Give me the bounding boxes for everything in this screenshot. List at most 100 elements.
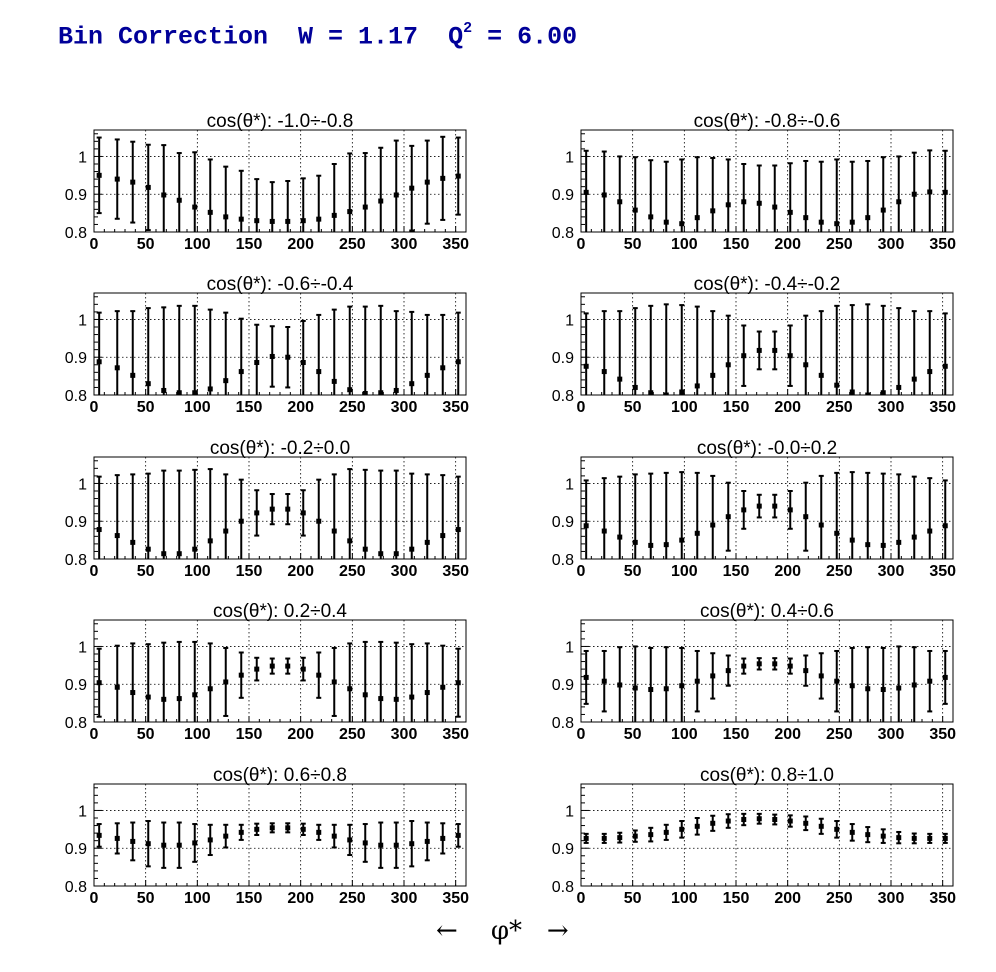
x-tick-label: 300	[878, 726, 905, 743]
data-point	[679, 389, 685, 395]
data-point	[238, 829, 244, 835]
data-point	[663, 219, 669, 225]
data-point	[424, 539, 430, 545]
data-point	[192, 204, 198, 210]
data-point	[772, 817, 778, 823]
data-point	[927, 189, 933, 195]
panel-title: cos(θ*): 0.8÷1.0	[700, 765, 834, 786]
data-point	[393, 192, 399, 198]
y-tick-label: 1	[565, 639, 574, 656]
x-tick-label: 350	[929, 236, 956, 253]
data-point	[316, 216, 322, 222]
x-tick-label: 200	[287, 236, 314, 253]
data-series	[96, 820, 461, 869]
data-point	[331, 833, 337, 839]
data-point	[880, 390, 886, 395]
data-point	[583, 835, 589, 841]
data-point	[440, 835, 446, 841]
data-point	[632, 207, 638, 213]
data-point	[269, 353, 275, 359]
x-tick-label: 50	[624, 399, 642, 416]
data-point	[455, 359, 461, 365]
data-point	[741, 199, 747, 205]
data-point	[756, 200, 762, 206]
data-point	[694, 823, 700, 829]
data-point	[440, 175, 446, 181]
panel-title: cos(θ*): 0.6÷0.8	[213, 765, 347, 786]
data-point	[285, 218, 291, 224]
main-title-prefix: Bin Correction W = 1.17 Q	[58, 22, 464, 52]
data-point	[455, 173, 461, 179]
data-point	[440, 533, 446, 539]
data-point	[161, 192, 167, 198]
data-point	[300, 360, 306, 366]
y-tick-label: 0.9	[552, 514, 574, 531]
y-tick-label: 0.9	[65, 187, 87, 204]
data-point	[834, 221, 840, 227]
x-tick-label: 300	[878, 399, 905, 416]
data-point	[378, 551, 384, 557]
data-point	[378, 198, 384, 204]
y-tick-label: 0.9	[552, 841, 574, 858]
x-tick-label: 150	[236, 399, 263, 416]
data-point	[424, 690, 430, 696]
y-tick-label: 0.8	[552, 552, 574, 569]
data-point	[648, 390, 654, 395]
data-point	[896, 199, 902, 205]
x-tick-label: 150	[723, 236, 750, 253]
data-point	[223, 528, 229, 534]
data-point	[803, 514, 809, 520]
data-point	[238, 518, 244, 524]
x-tick-label: 300	[391, 890, 418, 907]
x-tick-label: 100	[184, 236, 211, 253]
data-point	[130, 539, 136, 545]
data-point	[130, 690, 136, 696]
plot-frame	[93, 619, 467, 723]
data-point	[849, 219, 855, 225]
x-tick-label: 0	[90, 236, 99, 253]
y-tick-label: 1	[565, 803, 574, 820]
data-point	[741, 663, 747, 669]
data-point	[942, 363, 948, 369]
data-point	[409, 546, 415, 552]
data-point	[300, 666, 306, 672]
data-point	[927, 835, 933, 841]
data-point	[679, 221, 685, 227]
x-tick-label: 350	[929, 726, 956, 743]
data-point	[223, 833, 229, 839]
data-point	[617, 376, 623, 382]
data-point	[834, 382, 840, 388]
panel-title: cos(θ*): -0.2÷0.0	[210, 438, 350, 459]
x-tick-label: 250	[826, 399, 853, 416]
data-point	[161, 842, 167, 848]
data-point	[269, 663, 275, 669]
y-tick-label: 0.9	[552, 350, 574, 367]
x-tick-label: 50	[137, 399, 155, 416]
x-tick-label: 250	[339, 563, 366, 580]
x-tick-label: 100	[671, 726, 698, 743]
x-tick-label: 150	[236, 236, 263, 253]
data-point	[347, 837, 353, 843]
x-tick-label: 150	[236, 563, 263, 580]
x-tick-label: 100	[671, 563, 698, 580]
x-tick-label: 100	[671, 236, 698, 253]
y-tick-label: 0.8	[552, 879, 574, 896]
data-point	[803, 668, 809, 674]
data-point	[269, 506, 275, 512]
data-point	[896, 539, 902, 545]
data-point	[865, 542, 871, 548]
data-point	[114, 835, 120, 841]
data-point	[601, 835, 607, 841]
data-point	[223, 679, 229, 685]
chart-panel: 0 50 100 150 200 250 300 350 0.8 0.9 1 cos(θ*): 0.8…	[552, 765, 956, 907]
data-series	[96, 640, 461, 722]
data-point	[648, 832, 654, 838]
x-tick-label: 300	[391, 236, 418, 253]
data-point	[834, 826, 840, 832]
x-tick-label: 100	[184, 890, 211, 907]
x-tick-label: 50	[137, 726, 155, 743]
data-point	[238, 672, 244, 678]
data-point	[583, 189, 589, 195]
data-point	[161, 387, 167, 393]
data-point	[865, 215, 871, 221]
